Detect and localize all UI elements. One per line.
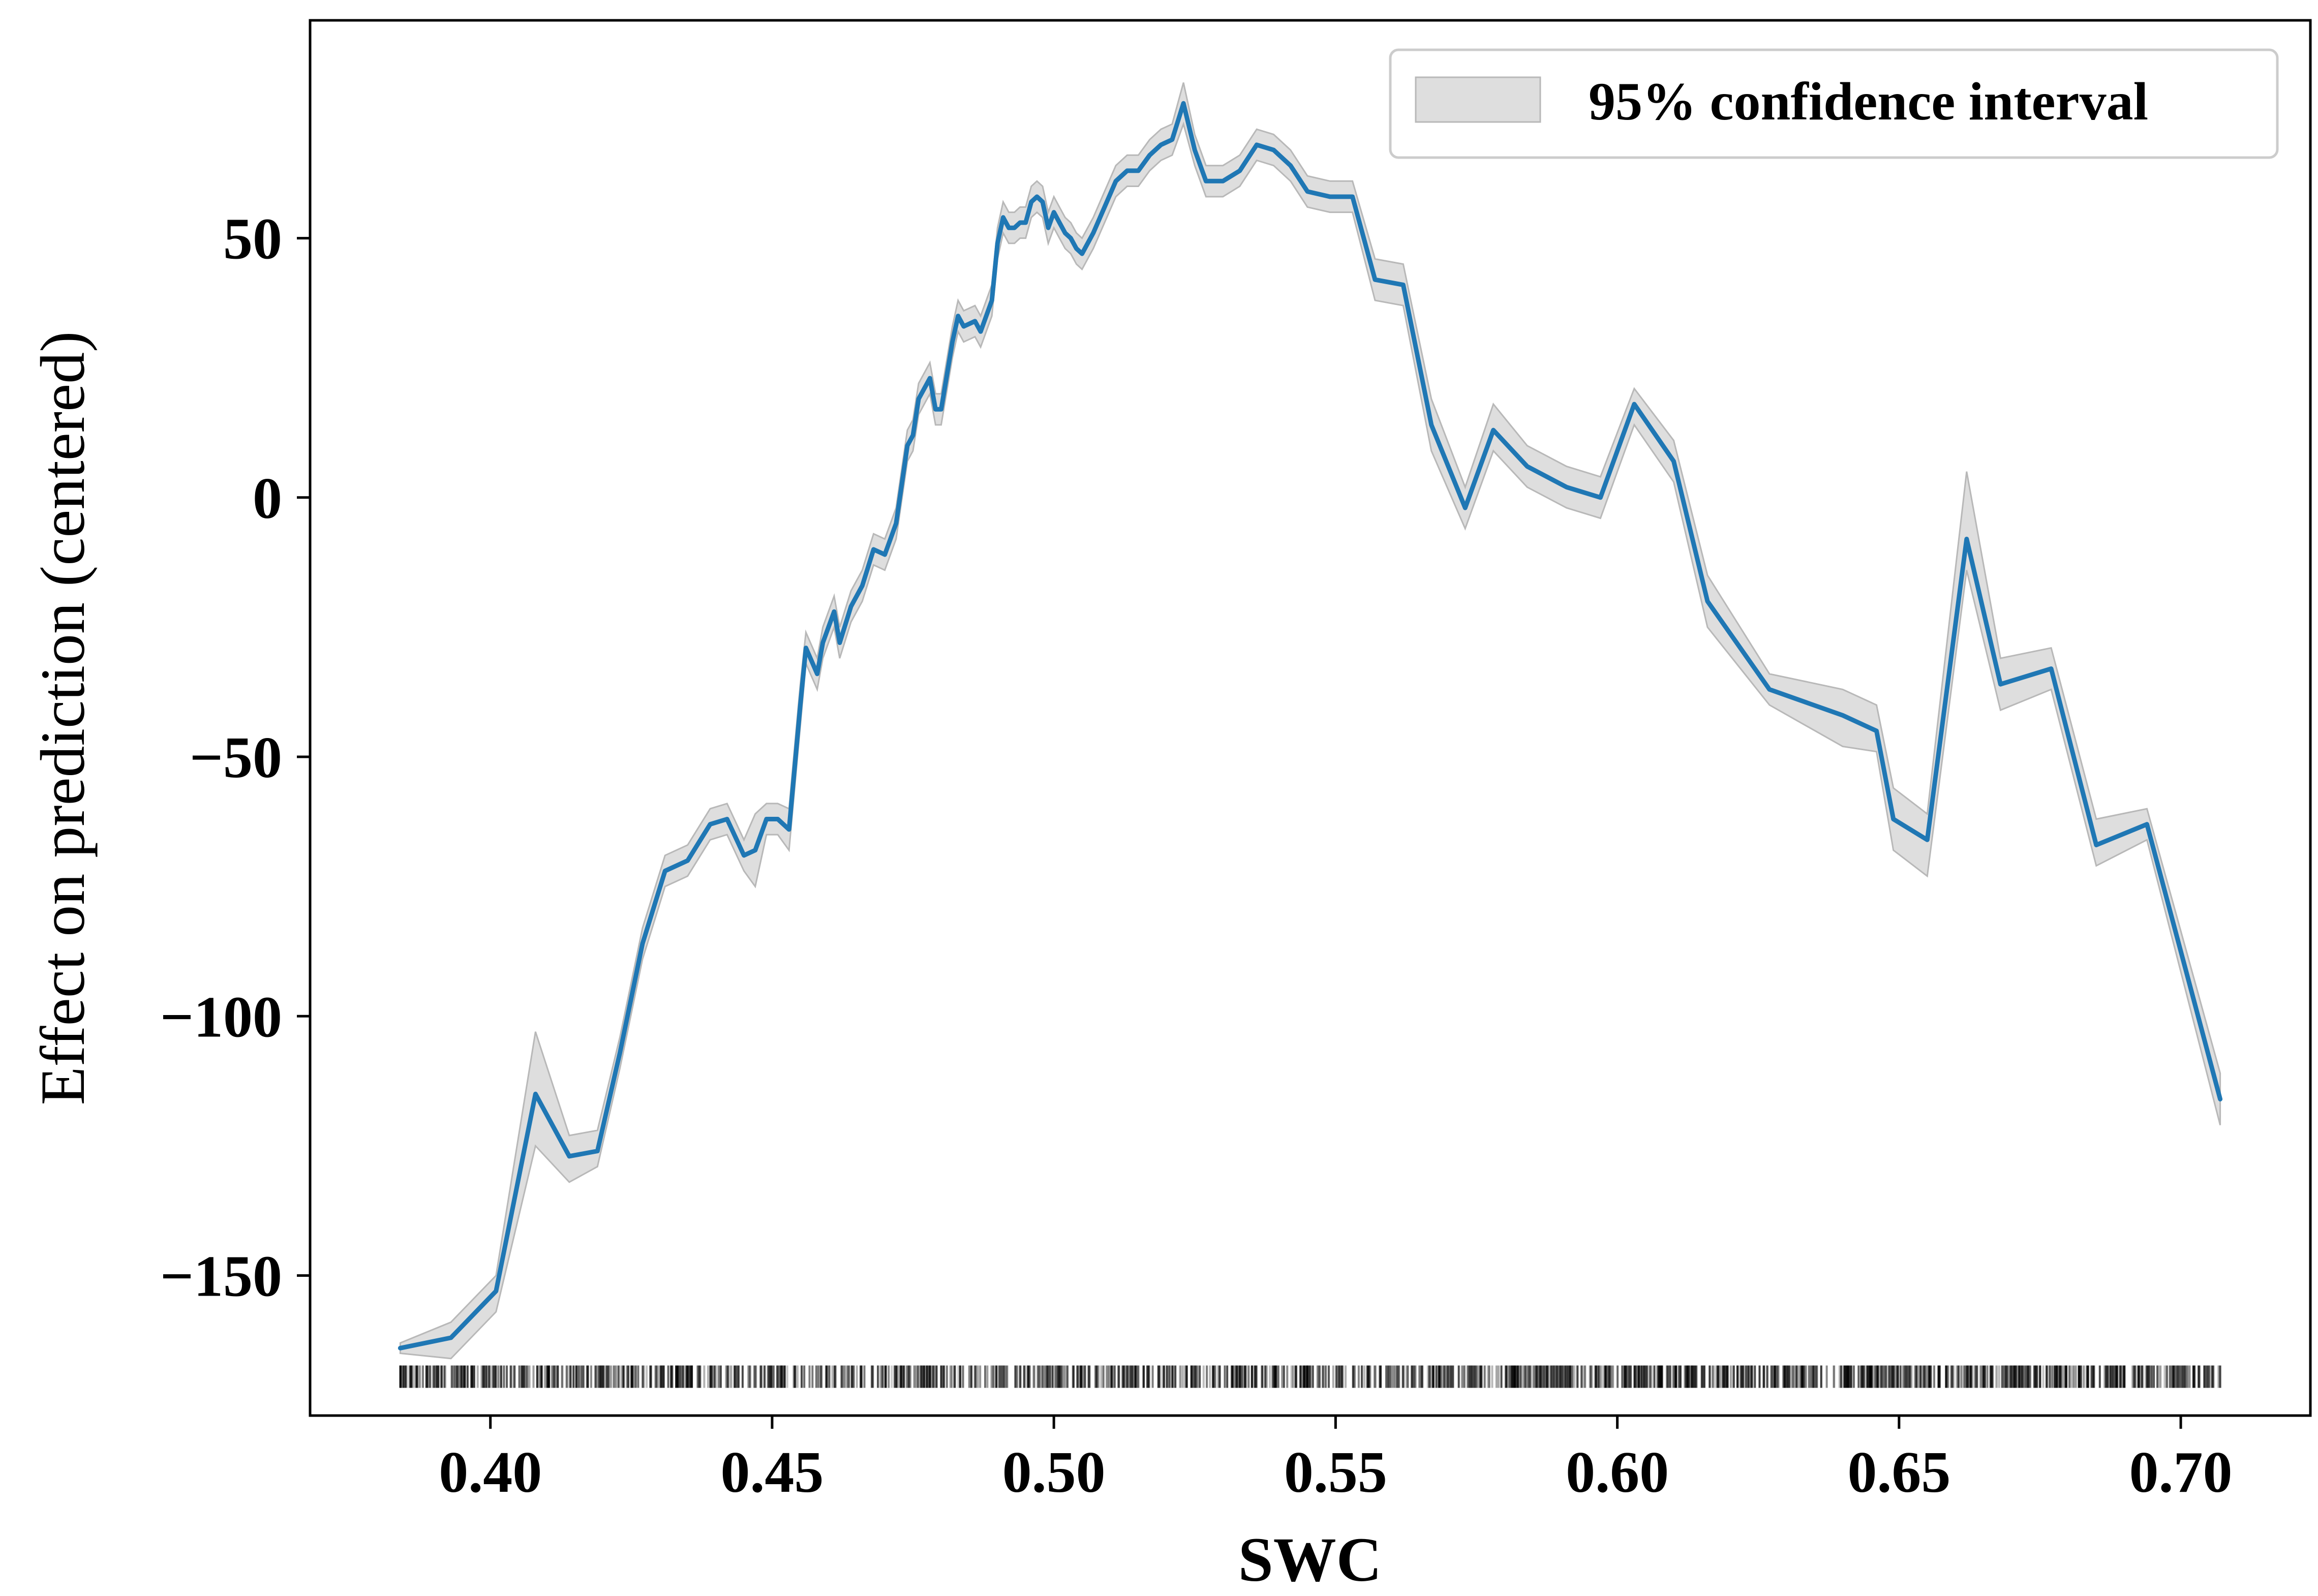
- x-tick-label: 0.55: [1284, 1440, 1387, 1505]
- x-tick-label: 0.70: [2129, 1440, 2233, 1505]
- y-tick-label: −150: [160, 1244, 282, 1309]
- legend-label: 95% confidence interval: [1589, 72, 2148, 131]
- legend-frame: [1389, 48, 2279, 159]
- y-tick-label: −100: [160, 985, 282, 1050]
- legend-band-swatch: [1415, 76, 1541, 123]
- plot-frame: [309, 19, 2312, 1417]
- y-tick-label: −50: [190, 725, 282, 790]
- rug-layer: [399, 1365, 2221, 1388]
- x-ticks: 0.40 0.45 0.50 0.55 0.60 0.65 0.70: [439, 1416, 2233, 1505]
- x-tick-label: 0.40: [439, 1440, 542, 1505]
- x-tick-label: 0.65: [1847, 1440, 1950, 1505]
- x-tick-label: 0.45: [720, 1440, 824, 1505]
- x-axis-label: SWC: [1238, 1525, 1382, 1594]
- y-axis-label: Effect on prediction (centered): [28, 331, 98, 1106]
- x-tick-label: 0.60: [1566, 1440, 1669, 1505]
- effect-line: [398, 101, 2223, 1351]
- y-ticks: 50 0 −50 −100 −150: [160, 207, 310, 1309]
- x-tick-label: 0.50: [1002, 1440, 1106, 1505]
- y-tick-label: 0: [253, 466, 282, 531]
- y-tick-label: 50: [223, 207, 282, 272]
- effect-line-layer: [398, 101, 2223, 1351]
- legend: 95% confidence interval: [1389, 48, 2279, 159]
